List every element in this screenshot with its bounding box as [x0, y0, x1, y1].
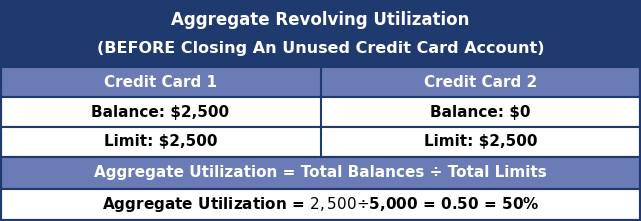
Text: Balance: $0: Balance: $0 [431, 105, 531, 120]
Text: Aggregate Utilization = Total Balances ÷ Total Limits: Aggregate Utilization = Total Balances ÷… [94, 166, 547, 180]
Text: (BEFORE Closing An Unused Credit Card Account): (BEFORE Closing An Unused Credit Card Ac… [97, 41, 544, 56]
FancyBboxPatch shape [0, 97, 641, 127]
Text: Aggregate Utilization = $2,500 ÷ $5,000 = 0.50 = 50%: Aggregate Utilization = $2,500 ÷ $5,000 … [102, 196, 539, 214]
Text: Aggregate Revolving Utilization: Aggregate Revolving Utilization [171, 11, 470, 29]
Text: Balance: $2,500: Balance: $2,500 [91, 105, 229, 120]
Text: Credit Card 2: Credit Card 2 [424, 75, 537, 90]
FancyBboxPatch shape [0, 67, 641, 97]
FancyBboxPatch shape [0, 189, 641, 221]
FancyBboxPatch shape [0, 157, 641, 189]
Text: Limit: $2,500: Limit: $2,500 [424, 135, 538, 149]
Text: Credit Card 1: Credit Card 1 [104, 75, 217, 90]
Text: Limit: $2,500: Limit: $2,500 [103, 135, 217, 149]
FancyBboxPatch shape [0, 0, 641, 67]
FancyBboxPatch shape [0, 127, 641, 157]
